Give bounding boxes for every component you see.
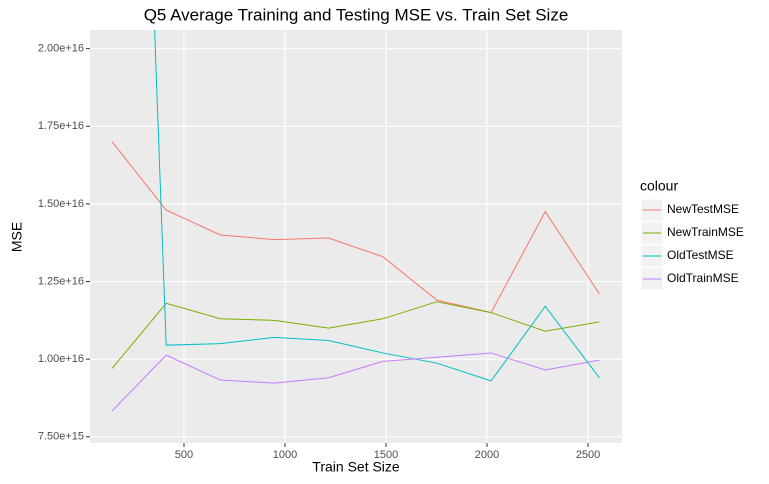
x-tick-label: 1000 <box>273 449 297 461</box>
x-tick-label: 2500 <box>576 449 600 461</box>
legend-label: OldTestMSE <box>667 248 734 262</box>
x-axis-label: Train Set Size <box>312 459 400 475</box>
y-tick-label: 1.25e+16 <box>38 275 84 287</box>
series-line <box>154 30 600 382</box>
y-tick-label: 7.50e+15 <box>38 431 84 443</box>
series-line <box>111 301 600 369</box>
y-axis-label: MSE <box>9 222 25 252</box>
x-tick-label: 2000 <box>475 449 499 461</box>
series-line <box>111 141 600 314</box>
legend-label: NewTestMSE <box>667 202 739 216</box>
legend-title: colour <box>640 178 678 194</box>
legend: NewTestMSE NewTrainMSE OldTestMSE OldTrainM… <box>640 198 744 291</box>
chart-title: Q5 Average Training and Testing MSE vs. … <box>144 5 569 24</box>
y-tick-label: 1.50e+16 <box>38 198 84 210</box>
y-tick-label: 2.00e+16 <box>38 43 84 55</box>
legend-label: NewTrainMSE <box>667 225 744 239</box>
y-tick-label: 1.00e+16 <box>38 353 84 365</box>
y-tick-label: 1.75e+16 <box>38 120 84 132</box>
legend-label: OldTrainMSE <box>667 271 739 285</box>
grid <box>90 30 622 443</box>
lines <box>111 30 600 412</box>
plot-panel <box>90 30 622 443</box>
series-line <box>111 352 600 412</box>
x-tick-label: 500 <box>175 449 193 461</box>
x-tick-label: 1500 <box>374 449 398 461</box>
